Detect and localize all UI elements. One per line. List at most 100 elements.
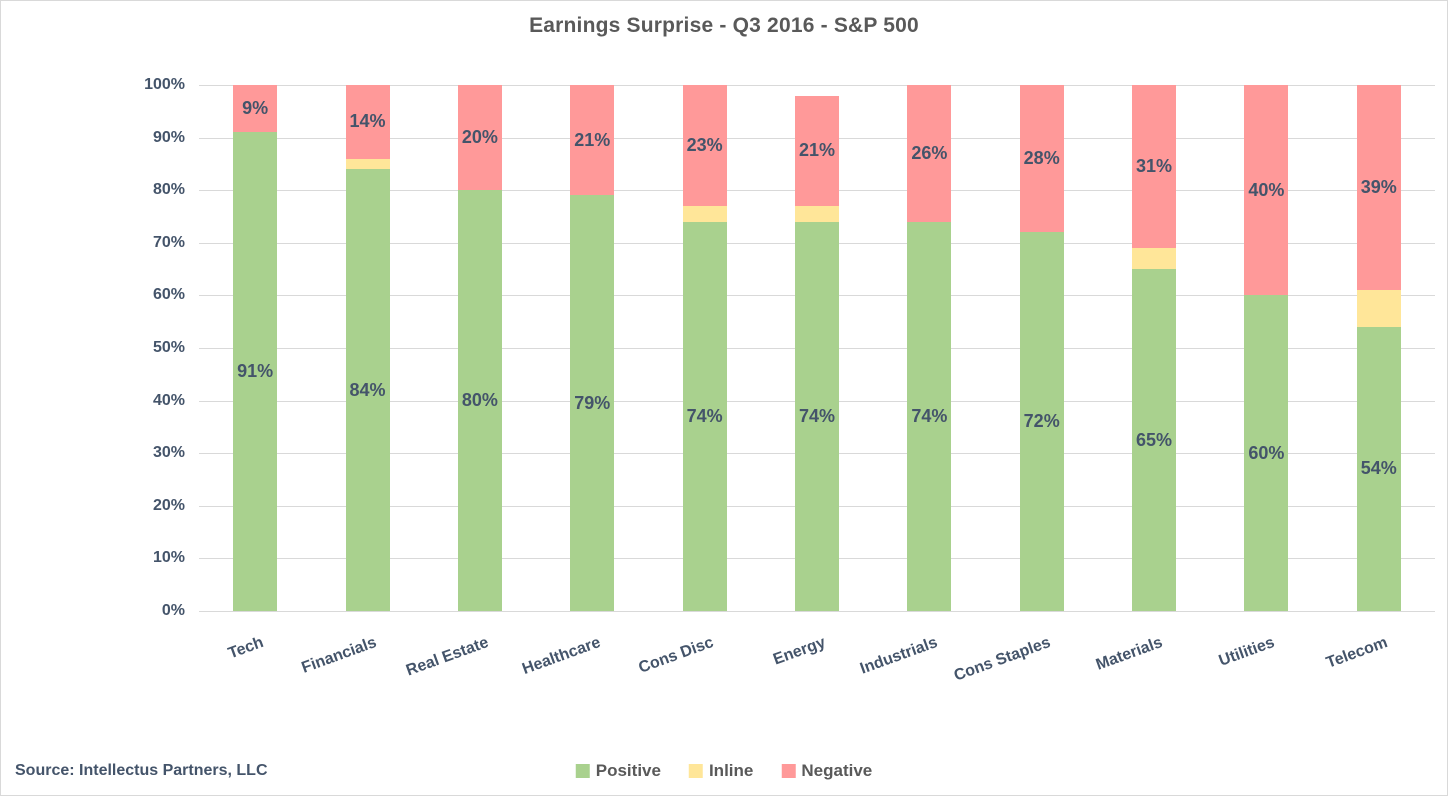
gridline xyxy=(199,611,1435,612)
bar-segment-positive: 74% xyxy=(682,221,727,611)
y-axis-label: 70% xyxy=(152,233,185,251)
bar-segment-positive: 79% xyxy=(570,195,615,611)
bar-segment-negative: 31% xyxy=(1132,85,1177,249)
y-axis: 0% 10% 20% 30% 40% 50% 60% 70% 80% 90% 100% xyxy=(1,76,185,619)
bar-industrials: 26% 74% xyxy=(907,85,952,611)
y-axis-label: 0% xyxy=(161,602,185,619)
data-label: 40% xyxy=(1248,179,1285,200)
bar-segment-negative: 23% xyxy=(682,85,727,206)
data-label: 21% xyxy=(798,140,835,161)
bar-segment-negative: 21% xyxy=(794,95,839,206)
bars-group: 9% 91% 14% 84% 20% 80% 21% 79% 23% 74% 21% 74% 26% 74… xyxy=(199,85,1435,611)
legend-label: Negative xyxy=(801,761,873,780)
bar-energy: 21% 74% xyxy=(794,85,839,611)
bar-tech: 9% 91% xyxy=(233,85,278,611)
legend-swatch-inline xyxy=(688,764,703,778)
bar-segment-positive: 72% xyxy=(1019,232,1064,611)
legend-swatch-positive xyxy=(575,764,590,778)
bar-slot-healthcare: 21% 79% xyxy=(536,85,648,611)
bar-segment-inline xyxy=(345,158,390,170)
bar-telecom: 39% 54% xyxy=(1356,85,1401,611)
y-axis-label: 20% xyxy=(152,496,185,514)
y-axis-label: 10% xyxy=(152,549,185,567)
bar-segment-positive: 74% xyxy=(907,221,952,611)
legend-label: Positive xyxy=(595,761,661,780)
bar-slot-industrials: 26% 74% xyxy=(873,85,985,611)
data-label: 72% xyxy=(1023,411,1060,432)
bar-segment-negative: 26% xyxy=(907,85,952,222)
plot-area: 9% 91% 14% 84% 20% 80% 21% 79% 23% 74% 21% 74% 26% 74… xyxy=(199,85,1435,612)
bar-slot-energy: 21% 74% xyxy=(761,85,873,611)
bar-segment-positive: 54% xyxy=(1356,326,1401,611)
bar-segment-inline xyxy=(1132,248,1177,270)
x-axis-label: Industrials xyxy=(858,634,941,678)
gridline xyxy=(199,85,1435,86)
bar-slot-real-estate: 20% 80% xyxy=(424,85,536,611)
bar-slot-cons-staples: 28% 72% xyxy=(986,85,1098,611)
bar-segment-inline xyxy=(682,206,727,222)
data-label: 28% xyxy=(1023,148,1060,169)
bar-financials: 14% 84% xyxy=(345,85,390,611)
bar-segment-positive: 74% xyxy=(794,221,839,611)
data-label: 74% xyxy=(686,405,723,426)
bar-slot-telecom: 39% 54% xyxy=(1323,85,1435,611)
legend-swatch-negative xyxy=(781,764,796,778)
data-label: 26% xyxy=(911,142,948,163)
bar-slot-tech: 9% 91% xyxy=(199,85,311,611)
data-label: 84% xyxy=(349,379,386,400)
y-axis-label: 80% xyxy=(152,181,185,199)
bar-segment-negative: 40% xyxy=(1244,85,1289,296)
bar-slot-materials: 31% 65% xyxy=(1098,85,1210,611)
bar-slot-utilities: 40% 60% xyxy=(1210,85,1322,611)
data-label: 91% xyxy=(237,361,274,382)
x-axis-label: Cons Staples xyxy=(951,634,1053,685)
bar-slot-cons-disc: 23% 74% xyxy=(648,85,760,611)
x-axis-label: Utilities xyxy=(1217,634,1278,670)
legend-item-inline: Inline xyxy=(688,761,754,781)
x-axis-label: Telecom xyxy=(1323,634,1390,672)
y-axis-label: 30% xyxy=(152,444,185,462)
data-label: 20% xyxy=(461,127,498,148)
data-label: 60% xyxy=(1248,442,1285,463)
data-label: 79% xyxy=(574,392,611,413)
bar-materials: 31% 65% xyxy=(1132,85,1177,611)
bar-segment-negative: 14% xyxy=(345,85,390,159)
bar-cons-disc: 23% 74% xyxy=(682,85,727,611)
x-axis-label: Cons Disc xyxy=(636,634,716,677)
bar-utilities: 40% 60% xyxy=(1244,85,1289,611)
data-label: 74% xyxy=(798,405,835,426)
source-text: Source: Intellectus Partners, LLC xyxy=(15,762,268,779)
y-axis-label: 40% xyxy=(152,391,185,409)
x-axis-label: Tech xyxy=(226,634,266,663)
bar-segment-positive: 65% xyxy=(1132,269,1177,611)
bar-segment-positive: 60% xyxy=(1244,295,1289,611)
y-axis-label: 60% xyxy=(152,286,185,304)
legend: Positive Inline Negative xyxy=(575,761,873,781)
data-label: 54% xyxy=(1360,458,1397,479)
data-label: 23% xyxy=(686,135,723,156)
x-axis-label: Real Estate xyxy=(403,634,491,680)
chart-title: Earnings Surprise - Q3 2016 - S&P 500 xyxy=(529,14,919,37)
x-axis-label: Financials xyxy=(299,634,379,677)
bar-segment-negative: 20% xyxy=(457,85,502,191)
data-label: 65% xyxy=(1136,429,1173,450)
bar-segment-negative: 28% xyxy=(1019,85,1064,233)
bar-segment-inline xyxy=(794,206,839,222)
x-axis-label: Energy xyxy=(771,634,828,669)
bar-slot-financials: 14% 84% xyxy=(311,85,423,611)
data-label: 74% xyxy=(911,405,948,426)
legend-label: Inline xyxy=(708,761,754,780)
bar-real-estate: 20% 80% xyxy=(457,85,502,611)
data-label: 31% xyxy=(1136,156,1173,177)
bar-segment-negative: 39% xyxy=(1356,85,1401,291)
bar-healthcare: 21% 79% xyxy=(570,85,615,611)
y-axis-label: 100% xyxy=(144,76,185,93)
data-label: 39% xyxy=(1360,177,1397,198)
data-label: 21% xyxy=(574,129,611,150)
data-label: 14% xyxy=(349,111,386,132)
bar-segment-positive: 80% xyxy=(457,190,502,611)
bar-cons-staples: 28% 72% xyxy=(1019,85,1064,611)
x-axis-label: Healthcare xyxy=(520,634,604,678)
data-label: 80% xyxy=(461,390,498,411)
